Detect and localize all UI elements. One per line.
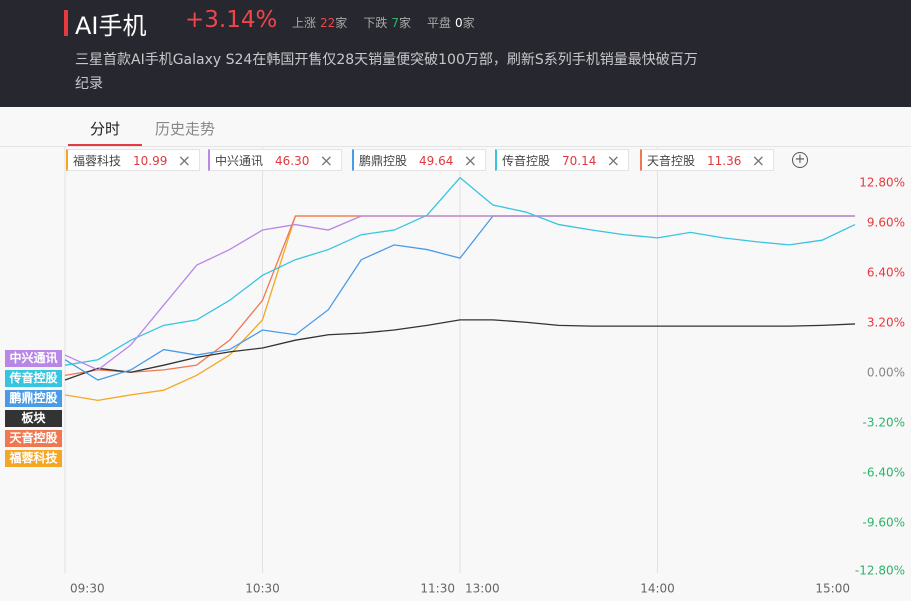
stock-chip[interactable]: 天音控股 11.36 × [640, 149, 774, 171]
y-tick-label: 6.40% [867, 266, 905, 280]
stat-label: 上涨 [292, 16, 317, 30]
y-tick-label: 9.60% [867, 216, 905, 230]
stat-count: 22 [320, 16, 336, 30]
x-tick-label: 11:30 [420, 582, 455, 596]
stock-price: 70.14 [562, 154, 597, 168]
y-tick-label: 12.80% [859, 176, 905, 190]
stock-name: 传音控股 [502, 154, 551, 168]
stat-unit: 家 [398, 16, 411, 30]
stock-chip[interactable]: 中兴通讯 46.30 × [208, 149, 342, 171]
y-tick-label: 0.00% [867, 366, 905, 380]
legend-tag[interactable]: 天音控股 [5, 430, 62, 447]
tab[interactable]: 分时 [90, 120, 121, 138]
close-icon[interactable]: × [606, 151, 620, 170]
header: AI手机 +3.14% 上涨 22家 下跌 7家 平盘 0家 三星首款AI手机Galaxy… [0, 0, 911, 107]
stock-chip[interactable]: 福蓉科技 10.99 × [66, 149, 200, 171]
stock-name: 天音控股 [647, 154, 696, 168]
x-tick-label: 15:00 [815, 582, 850, 596]
legend-tag[interactable]: 福蓉科技 [5, 450, 62, 467]
series-line [64, 176, 856, 366]
legend-tag[interactable]: 板块 [5, 410, 62, 427]
close-icon[interactable]: × [177, 151, 191, 170]
stock-chip[interactable]: 传音控股 70.14 × [495, 149, 629, 171]
stock-price: 10.99 [133, 154, 168, 168]
stat-count: 7 [391, 16, 399, 30]
close-icon[interactable]: × [463, 151, 477, 170]
stock-price: 49.64 [419, 154, 454, 168]
change: +3.14% [185, 7, 278, 33]
series-line [64, 215, 855, 371]
stock-chip[interactable]: 鹏鼎控股 49.64 × [352, 149, 486, 171]
stock-price: 11.36 [707, 154, 742, 168]
tab-underline [68, 144, 142, 146]
y-tick-label: 3.20% [867, 316, 905, 330]
close-icon[interactable]: × [751, 151, 765, 170]
add-button[interactable]: + [792, 152, 808, 168]
title: AI手机 [75, 12, 147, 40]
legend-tag[interactable]: 中兴通讯 [5, 350, 62, 367]
title-marker [64, 10, 68, 36]
x-tick-label: 14:00 [640, 582, 675, 596]
tab[interactable]: 历史走势 [155, 120, 216, 138]
y-tick-label: -3.20% [863, 416, 905, 430]
legend-tag[interactable]: 鹏鼎控股 [5, 390, 62, 407]
stat-unit: 家 [335, 16, 348, 30]
y-tick-label: -12.80% [855, 564, 905, 578]
x-tick-label: 09:30 [70, 582, 105, 596]
y-tick-label: -6.40% [863, 466, 905, 480]
x-tick-label: 13:00 [465, 582, 500, 596]
stat-unit: 家 [462, 16, 475, 30]
stock-name: 福蓉科技 [73, 154, 122, 168]
stat-label: 下跌 [363, 16, 388, 30]
series-line [64, 319, 856, 381]
description: 三星首款AI手机Galaxy S24在韩国开售仅28天销量便突破100万部，刷新… [75, 52, 698, 92]
y-tick-label: -9.60% [863, 516, 905, 530]
stat-label: 平盘 [426, 16, 451, 30]
stock-name: 鹏鼎控股 [359, 154, 408, 168]
stock-name: 中兴通讯 [215, 154, 264, 168]
legend-tag[interactable]: 传音控股 [5, 370, 62, 387]
close-icon[interactable]: × [319, 151, 333, 170]
tab-divider [0, 146, 911, 147]
x-tick-label: 10:30 [245, 582, 280, 596]
stats: 上涨 22家 下跌 7家 平盘 0家 [292, 14, 475, 31]
stat-count: 0 [455, 16, 463, 30]
stock-price: 46.30 [275, 154, 310, 168]
